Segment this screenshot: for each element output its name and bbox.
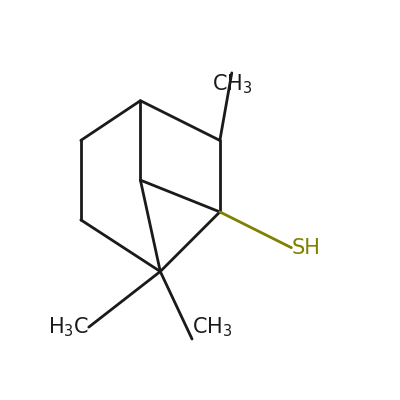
Text: CH$_3$: CH$_3$ <box>212 73 252 96</box>
Text: CH$_3$: CH$_3$ <box>192 316 232 339</box>
Text: H$_3$C: H$_3$C <box>48 315 89 339</box>
Text: SH: SH <box>291 238 320 258</box>
